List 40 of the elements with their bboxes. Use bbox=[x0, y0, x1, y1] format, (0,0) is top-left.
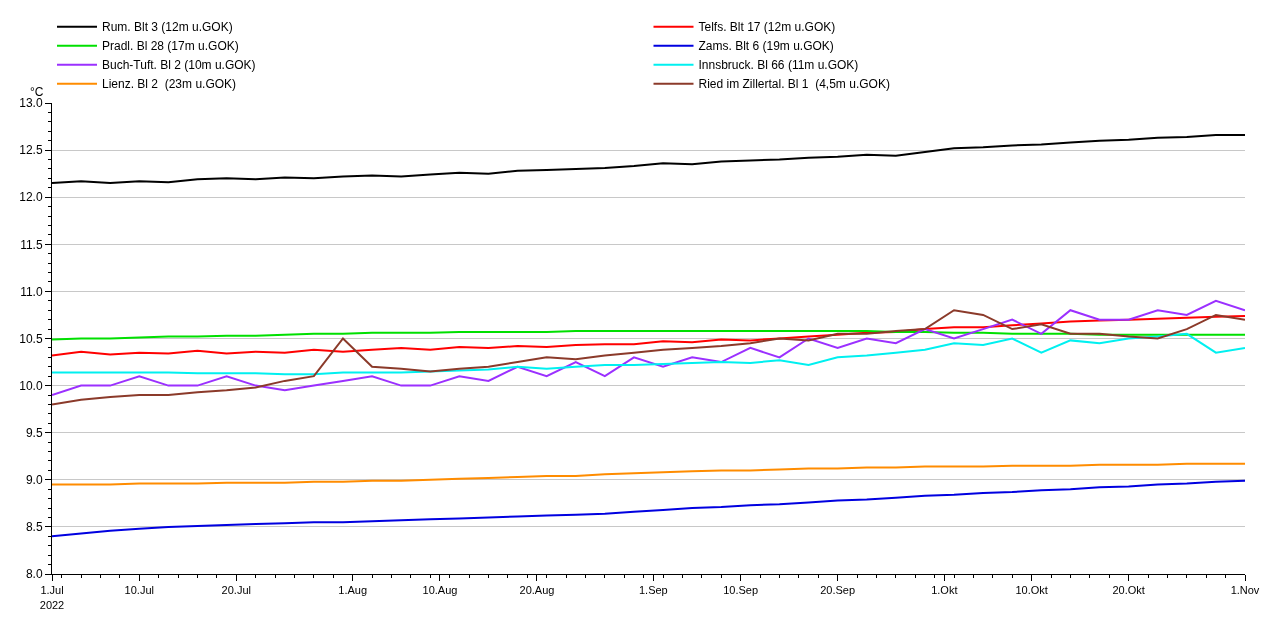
y-tick-label: 9.5 bbox=[25, 425, 43, 440]
x-tick-label: 10.Jul bbox=[124, 584, 154, 597]
x-tick-label: 1.Jul 2022 bbox=[39, 584, 65, 611]
legend-label: Pradl. Bl 28 (17m u.GOK) bbox=[102, 39, 239, 54]
line-series bbox=[52, 299, 1245, 397]
y-tick-label: 12.0 bbox=[19, 190, 43, 205]
line-series bbox=[52, 479, 1245, 538]
legend-label: Telfs. Blt 17 (12m u.GOK) bbox=[698, 20, 836, 35]
x-tick-label: 20.Aug bbox=[519, 584, 555, 597]
legend-label: Innsbruck. Bl 66 (11m u.GOK) bbox=[698, 58, 859, 73]
y-tick-label: 8.5 bbox=[25, 520, 43, 535]
x-tick-label: 10.Aug bbox=[422, 584, 458, 597]
y-tick-label: 10.5 bbox=[19, 331, 43, 346]
x-tick-label: 10.Sep bbox=[723, 584, 759, 597]
legend-label: Buch-Tuft. Bl 2 (10m u.GOK) bbox=[102, 58, 256, 73]
y-tick-label: 9.0 bbox=[25, 473, 43, 487]
x-tick-label: 20.Sep bbox=[820, 584, 856, 597]
y-axis-title: °C bbox=[30, 85, 44, 99]
legend-label: Zams. Blt 6 (19m u.GOK) bbox=[698, 39, 834, 54]
y-tick-label: 10.0 bbox=[19, 378, 43, 393]
y-tick-label: 12.5 bbox=[19, 143, 43, 158]
legend-label: Rum. Blt 3 (12m u.GOK) bbox=[102, 20, 233, 35]
line-series bbox=[52, 462, 1245, 486]
legend-label: Lienz. Bl 2 (23m u.GOK) bbox=[102, 77, 237, 92]
line-series bbox=[52, 314, 1245, 357]
x-tick-label: 1.Sep bbox=[638, 584, 668, 597]
line-series bbox=[52, 329, 1245, 341]
line-series bbox=[52, 332, 1245, 376]
x-tick-label: 1.Nov bbox=[1230, 584, 1260, 597]
y-tick-label: 13.0 bbox=[19, 96, 43, 111]
x-tick-label: 10.Okt bbox=[1015, 584, 1048, 597]
x-tick-label: 1.Okt bbox=[931, 584, 958, 597]
y-tick-label: 11.5 bbox=[20, 237, 43, 252]
x-tick-label: 20.Jul bbox=[221, 584, 251, 597]
x-tick-label: 1.Aug bbox=[338, 584, 368, 597]
x-tick-label: 20.Okt bbox=[1112, 584, 1145, 597]
y-tick-label: 8.0 bbox=[25, 567, 43, 582]
line-series bbox=[52, 309, 1245, 406]
legend-label: Ried im Zillertal. Bl 1 (4,5m u.GOK) bbox=[698, 77, 890, 92]
y-tick-label: 11.0 bbox=[20, 284, 43, 299]
